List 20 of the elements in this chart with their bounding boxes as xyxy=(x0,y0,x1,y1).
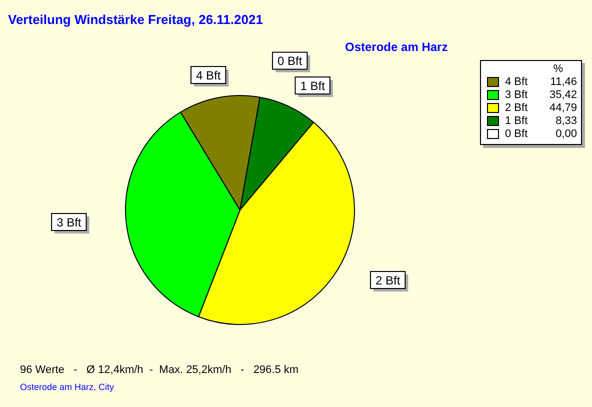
category-label: 0 Bft xyxy=(277,54,302,68)
legend-label: 2 Bft xyxy=(505,102,529,114)
text: 96 Werte - Ø 12,4km/h - Max. 25,2km/h - 296.5 km xyxy=(20,364,299,376)
legend-title: % xyxy=(552,63,564,75)
legend-label: 3 Bft xyxy=(505,88,529,100)
data-label: 44,79 xyxy=(548,102,577,114)
slice-label: 3 Bft xyxy=(56,215,82,230)
slice-label: 4 Bft xyxy=(196,68,222,82)
data-label: 11,46 xyxy=(549,76,577,88)
chart-title: Verteilung Windstärke Freitag, 26.11.2021 xyxy=(8,12,263,27)
text: Osterode am Harz, City xyxy=(20,382,114,392)
text: 0,00 xyxy=(556,128,577,140)
data-label: 8,33 xyxy=(554,114,577,126)
legend-label: 4 Bft xyxy=(505,76,529,88)
legend-label: 1 Bft xyxy=(505,114,529,126)
slice-label: 2 Bft xyxy=(375,273,401,288)
chart-subtitle: Osterode am Harz xyxy=(345,40,448,54)
legend-label: 0 Bft xyxy=(505,128,529,140)
data-label: 35,42 xyxy=(548,88,577,100)
slice-label: 1 Bft xyxy=(300,78,326,93)
